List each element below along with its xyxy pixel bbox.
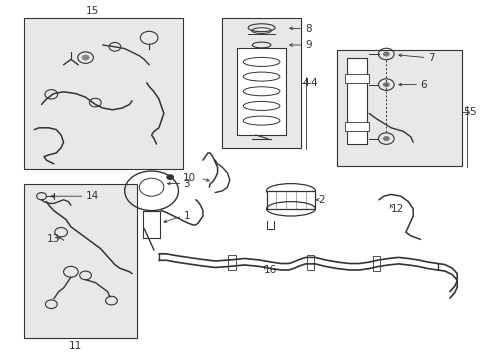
Circle shape — [382, 82, 389, 87]
Bar — [24, 18, 183, 169]
Text: 11: 11 — [69, 341, 82, 351]
Circle shape — [382, 136, 389, 141]
Text: 3: 3 — [183, 179, 190, 189]
Text: 10: 10 — [182, 173, 195, 183]
Circle shape — [382, 51, 389, 57]
Bar — [306, 255, 314, 270]
Bar — [344, 74, 368, 83]
Circle shape — [81, 55, 89, 60]
Text: 5: 5 — [468, 107, 475, 117]
Bar — [142, 211, 160, 238]
Text: 13: 13 — [46, 234, 60, 244]
Text: 4: 4 — [310, 78, 317, 88]
Circle shape — [166, 174, 174, 180]
Bar — [237, 48, 285, 135]
Text: 9: 9 — [305, 40, 312, 50]
Bar — [266, 191, 315, 209]
Text: 1: 1 — [183, 211, 190, 221]
Bar — [228, 255, 236, 270]
Text: 16: 16 — [264, 265, 277, 275]
Bar — [346, 58, 366, 144]
Text: 14: 14 — [85, 191, 99, 201]
Bar — [24, 184, 137, 338]
Text: 6: 6 — [420, 80, 427, 90]
Text: 8: 8 — [305, 24, 312, 34]
Text: 15: 15 — [86, 6, 100, 16]
Text: 5: 5 — [463, 107, 469, 117]
Bar — [372, 256, 380, 271]
Text: 12: 12 — [390, 204, 404, 214]
Text: 7: 7 — [427, 53, 434, 63]
Bar — [344, 122, 368, 131]
Text: 2: 2 — [317, 195, 324, 205]
Bar — [222, 18, 300, 148]
Bar — [337, 50, 461, 166]
Text: 4: 4 — [302, 78, 308, 88]
